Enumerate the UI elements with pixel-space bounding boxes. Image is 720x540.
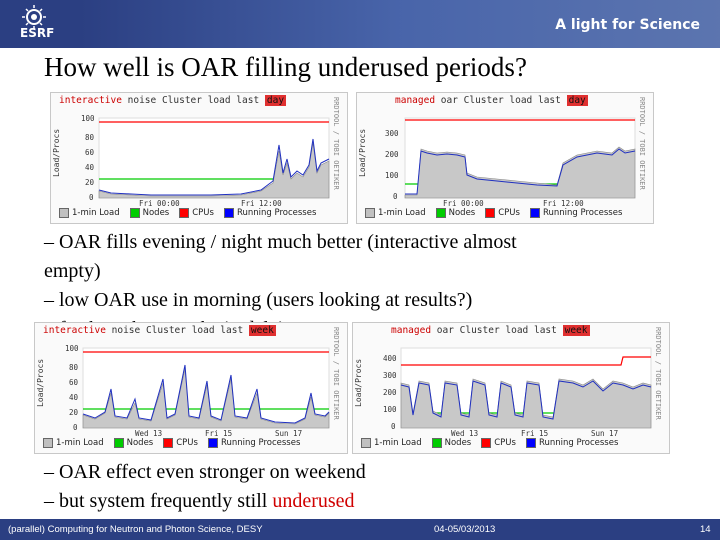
y-tick: 100 xyxy=(65,344,79,353)
bullet-line: – OAR fills evening / night much better … xyxy=(44,231,517,253)
y-tick: 200 xyxy=(385,150,399,159)
legend: 1-min Load Nodes CPUs Running Processes xyxy=(43,438,300,448)
bullet-line: – low OAR use in morning (users looking … xyxy=(44,289,473,311)
x-tick: Fri 00:00 xyxy=(139,199,180,208)
y-tick: 40 xyxy=(85,163,95,172)
y-tick: 100 xyxy=(383,405,397,414)
bullet-line: – but system frequently still underused xyxy=(44,490,355,512)
bullet-line: – OAR effect even stronger on weekend xyxy=(44,461,366,483)
x-tick: Fri 15 xyxy=(521,429,549,438)
graph-managed-week: managed oar Cluster load last week Load/… xyxy=(352,322,670,454)
graph-managed-day: managed oar Cluster load last day Load/P… xyxy=(356,92,654,224)
x-tick: Fri 15 xyxy=(205,429,233,438)
legend: 1-min Load Nodes CPUs Running Processes xyxy=(59,208,316,218)
y-tick: 20 xyxy=(69,408,79,417)
x-tick: Fri 00:00 xyxy=(443,199,484,208)
y-tick: 0 xyxy=(73,423,78,432)
y-tick: 0 xyxy=(393,192,398,201)
x-tick: Sun 17 xyxy=(591,429,619,438)
y-tick: 60 xyxy=(85,148,95,157)
footer-date: 04-05/03/2013 xyxy=(434,524,496,535)
graph-interactive-week: interactive noise Cluster load last week… xyxy=(34,322,348,454)
footer-event: (parallel) Computing for Neutron and Pho… xyxy=(8,524,263,535)
slide-title: How well is OAR filling underused period… xyxy=(44,52,527,82)
y-tick: 400 xyxy=(383,354,397,363)
y-tick: 80 xyxy=(85,133,95,142)
bullets-bottom: – OAR effect even stronger on weekend – … xyxy=(44,458,366,516)
x-tick: Wed 13 xyxy=(451,429,479,438)
graph-title: interactive noise Cluster load last day xyxy=(59,95,287,106)
y-tick: 40 xyxy=(69,393,79,402)
y-tick: 300 xyxy=(385,129,399,138)
y-tick: 300 xyxy=(383,371,397,380)
header-bar: ESRF A light for Science xyxy=(0,0,720,48)
graph-title: managed oar Cluster load last day xyxy=(395,95,588,106)
plot-area xyxy=(404,117,636,199)
header-tagline: A light for Science xyxy=(555,17,700,33)
y-tick: 0 xyxy=(89,193,94,202)
x-tick: Sun 17 xyxy=(275,429,303,438)
y-tick: 60 xyxy=(69,378,79,387)
legend: 1-min Load Nodes CPUs Running Processes xyxy=(365,208,622,218)
header-swoosh xyxy=(80,0,720,48)
plot-area xyxy=(98,117,330,199)
legend: 1-min Load Nodes CPUs Running Processes xyxy=(361,438,618,448)
bullet-line: empty) xyxy=(44,260,101,282)
x-tick: Fri 12:00 xyxy=(543,199,584,208)
esrf-logo-icon xyxy=(22,5,46,29)
plot-area xyxy=(82,347,330,429)
y-tick: 80 xyxy=(69,363,79,372)
plot-area xyxy=(400,347,652,429)
graph-interactive-day: interactive noise Cluster load last day … xyxy=(50,92,348,224)
highlight-underused: underused xyxy=(272,490,355,512)
graph-title: interactive noise Cluster load last week xyxy=(43,325,276,336)
logo-text: ESRF xyxy=(20,26,55,40)
page-number: 14 xyxy=(700,524,711,535)
y-tick: 0 xyxy=(391,422,396,431)
y-tick: 20 xyxy=(85,178,95,187)
x-tick: Fri 12:00 xyxy=(241,199,282,208)
graph-title: managed oar Cluster load last week xyxy=(391,325,590,336)
footer-bar: (parallel) Computing for Neutron and Pho… xyxy=(0,519,720,540)
y-tick: 100 xyxy=(81,114,95,123)
x-tick: Wed 13 xyxy=(135,429,163,438)
y-tick: 100 xyxy=(385,171,399,180)
y-tick: 200 xyxy=(383,388,397,397)
